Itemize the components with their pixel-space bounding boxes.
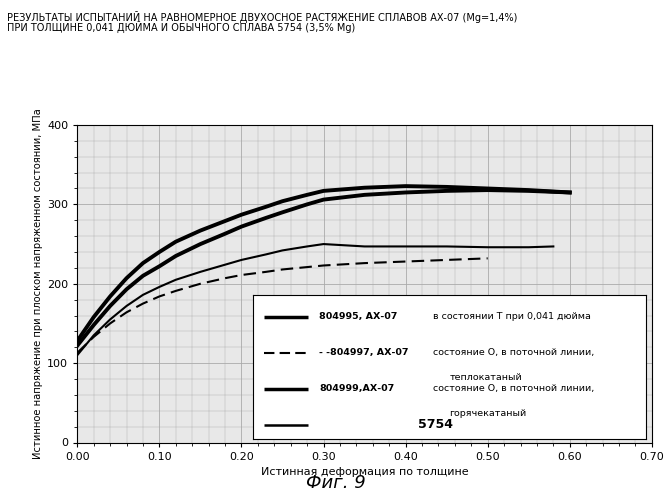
Text: ПРИ ТОЛЩИНЕ 0,041 ДЮЙМА И ОБЫЧНОГО СПЛАВА 5754 (3,5% Mg): ПРИ ТОЛЩИНЕ 0,041 ДЮЙМА И ОБЫЧНОГО СПЛАВ… — [7, 21, 355, 33]
Text: в состоянии Т при 0,041 дюйма: в состоянии Т при 0,041 дюйма — [429, 312, 591, 321]
Text: теплокатаный: теплокатаный — [450, 372, 522, 382]
Y-axis label: Истинное напряжение при плоском напряженном состоянии, МПа: Истинное напряжение при плоском напряжен… — [33, 108, 43, 459]
X-axis label: Истинная деформация по толщине: Истинная деформация по толщине — [261, 467, 468, 477]
Text: 804999,АХ-07: 804999,АХ-07 — [319, 384, 394, 394]
Text: состояние О, в поточной линии,: состояние О, в поточной линии, — [429, 384, 594, 394]
Text: Фиг. 9: Фиг. 9 — [306, 474, 366, 492]
Text: горячекатаный: горячекатаный — [450, 409, 527, 418]
Text: - -804997, АХ-07: - -804997, АХ-07 — [319, 348, 409, 357]
Text: состояние О, в поточной линии,: состояние О, в поточной линии, — [429, 348, 594, 357]
Text: 5754: 5754 — [418, 418, 453, 432]
Text: РЕЗУЛЬТАТЫ ИСПЫТАНИЙ НА РАВНОМЕРНОЕ ДВУХОСНОЕ РАСТЯЖЕНИЕ СПЛАВОВ АХ-07 (Mg=1,4%): РЕЗУЛЬТАТЫ ИСПЫТАНИЙ НА РАВНОМЕРНОЕ ДВУХ… — [7, 11, 517, 23]
Text: 804995, АХ-07: 804995, АХ-07 — [319, 312, 398, 321]
